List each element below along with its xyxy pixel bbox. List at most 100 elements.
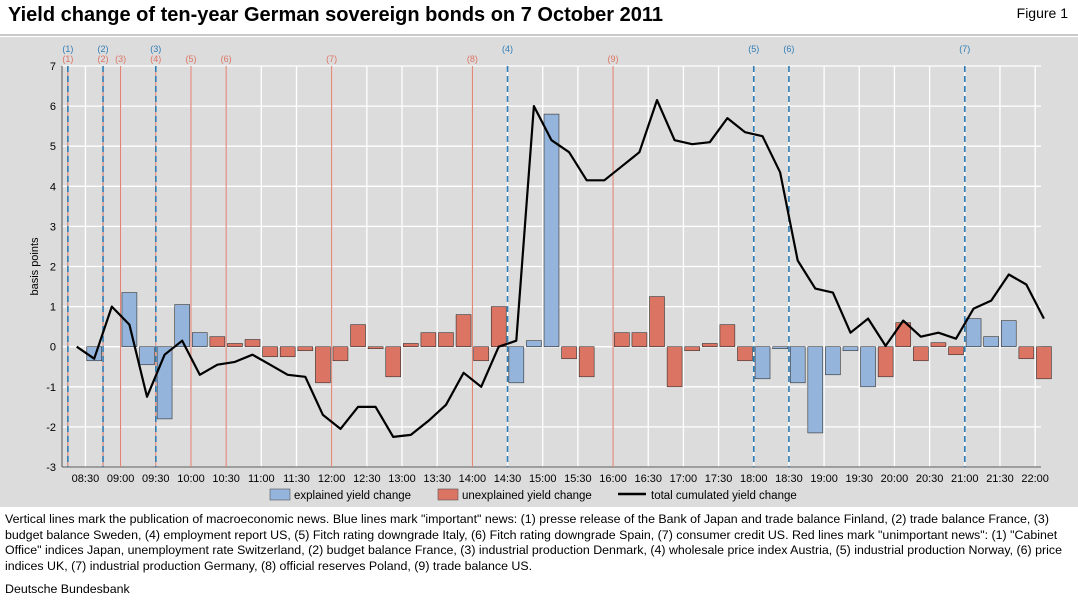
source-label: Deutsche Bundesbank — [5, 582, 130, 596]
chart-footnote: Vertical lines mark the publication of m… — [5, 512, 1062, 573]
x-tick-label: 16:00 — [599, 473, 627, 485]
bar-unexplained — [455, 314, 472, 347]
title-divider — [0, 34, 1078, 36]
x-tick-label: 10:30 — [212, 473, 240, 485]
bar-unexplained — [1036, 346, 1052, 380]
x-tick-label: 20:00 — [881, 473, 909, 485]
y-tick-label: 2 — [50, 262, 56, 274]
bar-explained — [191, 332, 208, 348]
bar-unexplained — [244, 339, 261, 347]
bar-explained — [754, 346, 771, 380]
event-label-important: (4) — [502, 44, 513, 54]
bar-unexplained — [930, 342, 947, 348]
x-tick-label: 20:30 — [916, 473, 944, 485]
bar-unexplained — [332, 346, 349, 362]
event-label-important: (1) — [62, 44, 73, 54]
event-label-unimportant: (9) — [608, 54, 619, 64]
x-tick-label: 22:00 — [1021, 473, 1049, 485]
y-tick-label: -3 — [46, 462, 56, 474]
bar-explained — [174, 304, 190, 348]
bar-unexplained — [948, 346, 964, 356]
bar-explained — [842, 346, 859, 352]
x-tick-label: 15:30 — [564, 473, 592, 485]
bar-unexplained — [473, 346, 489, 362]
bar-explained — [121, 292, 138, 348]
x-tick-label: 13:00 — [388, 473, 416, 485]
legend-label: explained yield change — [294, 490, 411, 502]
legend-swatch — [269, 488, 291, 501]
x-tick-label: 12:30 — [353, 473, 381, 485]
bar-unexplained — [895, 322, 912, 348]
event-label-unimportant: (8) — [467, 54, 478, 64]
bar-explained — [1000, 320, 1017, 348]
legend-label: unexplained yield change — [462, 490, 592, 502]
bar-unexplained — [403, 343, 419, 348]
y-axis-label: basis points — [29, 237, 41, 296]
bar-unexplained — [631, 332, 648, 348]
bar-unexplained — [385, 346, 401, 378]
event-label-important: (5) — [748, 44, 759, 54]
chart-panel: -3 -2 -1 0 1 2 3 4 5 6 7 08:30 09:00 09:30 10:00 10:30 1… — [0, 37, 1078, 507]
bar-unexplained — [490, 306, 507, 348]
y-tick-label: -1 — [46, 382, 56, 394]
bar-unexplained — [649, 296, 665, 348]
event-label-unimportant: (1) — [62, 54, 73, 64]
x-tick-label: 21:00 — [951, 473, 979, 485]
y-tick-label: 5 — [50, 141, 56, 153]
event-label-unimportant: (3) — [115, 54, 126, 64]
bar-unexplained — [877, 346, 894, 378]
event-label-unimportant: (4) — [150, 54, 161, 64]
bar-unexplained — [614, 332, 630, 348]
legend-swatch — [437, 488, 459, 501]
bar-explained — [965, 318, 982, 348]
chart-title: Yield change of ten-year German sovereig… — [8, 4, 664, 26]
event-label-unimportant: (7) — [326, 54, 337, 64]
x-tick-label: 18:00 — [740, 473, 768, 485]
x-tick-label: 19:30 — [846, 473, 874, 485]
event-label-unimportant: (5) — [185, 54, 196, 64]
bar-unexplained — [209, 336, 226, 347]
bar-unexplained — [684, 346, 700, 352]
y-tick-label: 1 — [50, 302, 56, 314]
y-tick-label: 4 — [50, 181, 56, 193]
x-tick-label: 08:30 — [72, 473, 100, 485]
x-tick-label: 16:30 — [634, 473, 662, 485]
figure-label: Figure 1 — [1016, 5, 1068, 21]
y-tick-label: 0 — [50, 342, 56, 354]
bar-explained — [526, 340, 542, 347]
event-label-important: (7) — [959, 44, 970, 54]
bar-unexplained — [350, 324, 366, 347]
bar-explained — [860, 346, 876, 388]
x-tick-label: 19:00 — [810, 473, 838, 485]
bar-unexplained — [913, 346, 929, 362]
bar-explained — [789, 346, 806, 384]
event-label-important: (2) — [98, 44, 109, 54]
x-tick-label: 11:30 — [283, 473, 310, 485]
bar-explained — [983, 336, 999, 347]
x-tick-label: 18:30 — [775, 473, 803, 485]
y-tick-label: -2 — [46, 422, 56, 434]
cumulated-yield-line — [76, 98, 1045, 438]
x-tick-label: 21:30 — [986, 473, 1014, 485]
y-tick-label: 3 — [50, 221, 56, 233]
legend-label: total cumulated yield change — [651, 490, 797, 502]
bar-unexplained — [578, 346, 595, 378]
bar-unexplained — [702, 343, 718, 348]
bar-unexplained — [279, 346, 296, 358]
bar-unexplained — [297, 346, 314, 352]
bar-explained — [543, 113, 560, 348]
bar-unexplained — [561, 346, 577, 360]
x-tick-label: 09:00 — [107, 473, 135, 485]
x-tick-label: 14:00 — [459, 473, 487, 485]
bar-unexplained — [262, 346, 278, 358]
bar-unexplained — [666, 346, 683, 388]
bar-explained — [772, 346, 788, 350]
bar-explained — [508, 346, 525, 384]
event-label-important: (3) — [150, 44, 161, 54]
x-tick-label: 17:30 — [705, 473, 733, 485]
y-tick-label: 7 — [50, 61, 56, 73]
event-label-unimportant: (6) — [221, 54, 232, 64]
bar-unexplained — [367, 346, 384, 350]
event-label-important: (6) — [783, 44, 794, 54]
bar-unexplained — [227, 343, 243, 348]
